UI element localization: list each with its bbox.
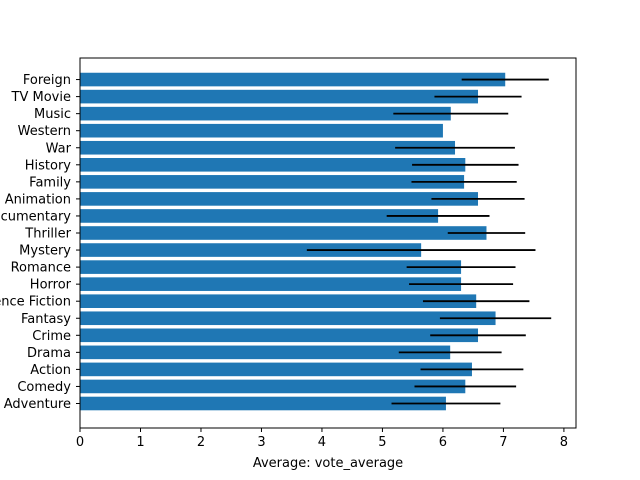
- y-tick-label: Science Fiction: [0, 295, 71, 310]
- bar: [80, 192, 479, 206]
- y-tick-label: Comedy: [17, 380, 71, 395]
- y-tick-label: Thriller: [24, 227, 71, 242]
- bar: [80, 175, 465, 189]
- plot-frame: [79, 57, 577, 429]
- error-bars-group: [306, 78, 552, 405]
- y-tick-label: Mystery: [19, 244, 71, 259]
- x-tick-label: 3: [257, 435, 265, 450]
- y-tick-label: Fantasy: [21, 312, 71, 327]
- y-tick-label: Adventure: [4, 397, 71, 412]
- bar: [80, 106, 451, 121]
- x-tick-label: 8: [560, 435, 568, 450]
- y-tick-label: Foreign: [23, 73, 71, 88]
- bar: [80, 379, 466, 394]
- bar: [80, 328, 479, 343]
- y-tick-label: Documentary: [0, 209, 71, 224]
- y-tick-label: Western: [18, 124, 71, 139]
- bar: [80, 226, 487, 240]
- bar: [80, 123, 443, 138]
- y-tick-label: Romance: [11, 261, 71, 276]
- bar: [80, 158, 466, 172]
- bar: [80, 294, 477, 308]
- y-tick-label: Drama: [27, 346, 71, 361]
- bar: [80, 243, 422, 257]
- bar: [80, 89, 479, 104]
- x-tick-label: 7: [499, 435, 507, 450]
- x-tick-label: 6: [439, 435, 447, 450]
- x-tick-label: 2: [197, 435, 205, 450]
- y-tick-label: Action: [30, 363, 71, 378]
- bar: [80, 140, 456, 155]
- bar: [80, 72, 506, 87]
- bar: [80, 277, 462, 291]
- y-tick-label: Animation: [5, 192, 71, 207]
- x-tick-label: 1: [136, 435, 144, 450]
- bar: [80, 396, 446, 411]
- bar: [80, 311, 496, 326]
- y-tick-label: Crime: [32, 329, 71, 344]
- y-tick-label: Music: [34, 107, 71, 122]
- y-tick-label: TV Movie: [11, 90, 71, 105]
- y-tick-label: War: [46, 141, 72, 156]
- bars-group: [80, 72, 506, 411]
- y-axis: Adventure Comedy Action Drama Crime Fantasy Sc…: [0, 73, 80, 412]
- y-tick-label: Horror: [30, 278, 72, 293]
- y-tick-label: Family: [29, 175, 71, 190]
- bar: [80, 345, 451, 360]
- y-tick-label: History: [25, 158, 72, 173]
- x-axis-label: Average: vote_average: [253, 456, 403, 471]
- x-tick-label: 4: [318, 435, 326, 450]
- x-tick-label: 0: [76, 435, 84, 450]
- bar: [80, 260, 462, 274]
- x-axis: 0 1 2 3 4 5 6 7 8: [76, 428, 568, 450]
- bar: [80, 209, 439, 223]
- x-tick-label: 5: [378, 435, 386, 450]
- bar: [80, 362, 472, 377]
